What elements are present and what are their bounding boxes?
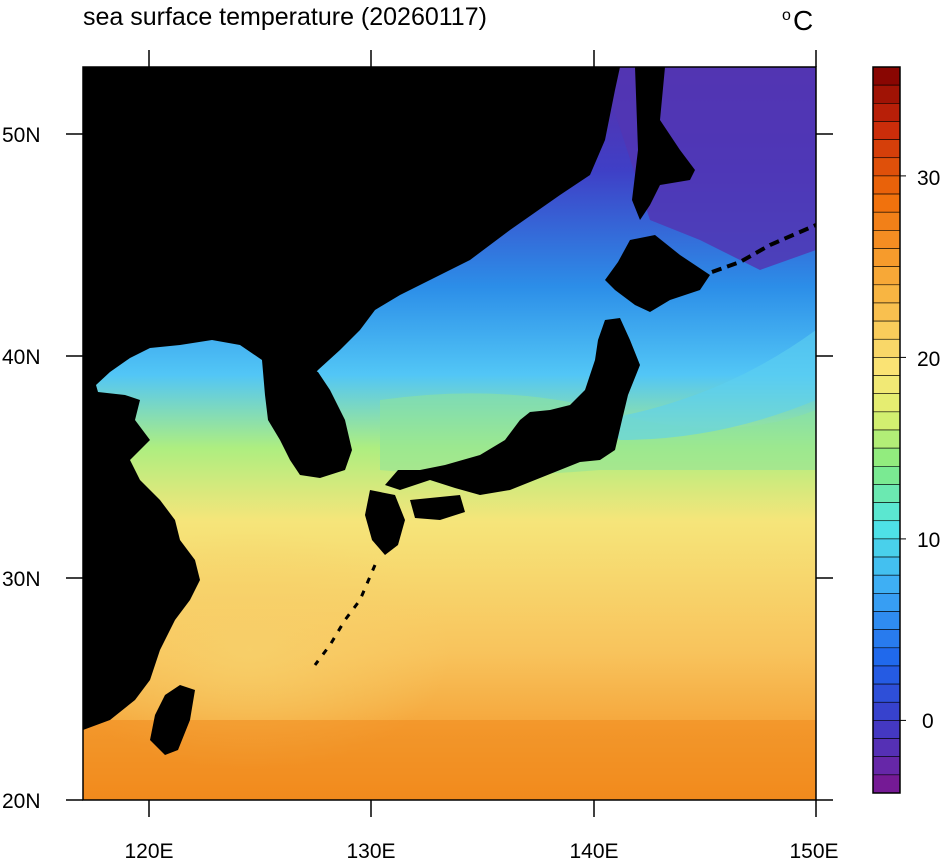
lon-tick-label: 140E bbox=[569, 840, 618, 858]
korean-peninsula bbox=[262, 360, 352, 478]
lat-tick-label: 40N bbox=[2, 346, 41, 369]
colorbar-level bbox=[872, 193, 901, 213]
colorbar-tick-label: 20 bbox=[917, 348, 940, 371]
ryukyu-islands bbox=[313, 564, 377, 666]
colorbar-level bbox=[872, 248, 901, 267]
colorbar-level bbox=[872, 393, 901, 413]
colorbar-level bbox=[872, 756, 901, 776]
colorbar-level bbox=[872, 774, 901, 794]
shikoku-island bbox=[410, 495, 465, 520]
colorbar-tick-label: 10 bbox=[917, 529, 940, 552]
lon-tick-label: 130E bbox=[346, 840, 395, 858]
colorbar-level bbox=[872, 66, 901, 86]
colorbar-level bbox=[872, 502, 901, 522]
colorbar-frame bbox=[872, 66, 901, 794]
lat-tick-label: 20N bbox=[2, 790, 41, 813]
colorbar-level bbox=[872, 357, 901, 376]
lon-tick-label: 120E bbox=[124, 840, 173, 858]
colorbar-level bbox=[872, 701, 901, 721]
lat-tick-label: 50N bbox=[2, 124, 41, 147]
lon-tick-label: 150E bbox=[789, 840, 838, 858]
colorbar-level bbox=[872, 284, 901, 304]
lat-tick-label: 30N bbox=[2, 568, 41, 591]
colorbar-level bbox=[872, 230, 901, 249]
colorbar-level bbox=[872, 266, 901, 286]
honshu-island bbox=[385, 318, 640, 495]
warm-south-band bbox=[83, 720, 816, 800]
colorbar-level bbox=[872, 665, 901, 685]
colorbar bbox=[872, 66, 906, 794]
unit-label: C bbox=[793, 5, 813, 36]
colorbar-level bbox=[872, 121, 901, 140]
colorbar-level bbox=[872, 103, 901, 122]
colorbar-level bbox=[872, 593, 901, 612]
colorbar-level bbox=[872, 683, 901, 703]
taiwan-island bbox=[150, 685, 195, 755]
colorbar-level bbox=[872, 302, 901, 322]
oyashio-transition bbox=[600, 330, 816, 440]
latitude-axis bbox=[66, 133, 833, 801]
colorbar-level bbox=[872, 447, 901, 467]
colorbar-level bbox=[872, 139, 901, 159]
sakhalin-island bbox=[632, 67, 695, 220]
colorbar-level bbox=[872, 411, 901, 431]
colorbar-tick-label: 30 bbox=[917, 167, 940, 190]
colorbar-level bbox=[872, 484, 901, 503]
colorbar-level bbox=[872, 157, 901, 177]
longitude-axis bbox=[148, 50, 817, 817]
colorbar-level bbox=[872, 738, 901, 757]
colorbar-level bbox=[872, 429, 901, 449]
colorbar-level bbox=[872, 175, 901, 195]
colorbar-level bbox=[872, 375, 901, 394]
colorbar-level bbox=[872, 647, 901, 667]
colorbar-level bbox=[872, 84, 901, 104]
asian-continent bbox=[83, 67, 620, 730]
map-frame bbox=[82, 66, 817, 801]
colorbar-level bbox=[872, 556, 901, 576]
map-title: sea surface temperature (20260117) bbox=[83, 3, 487, 31]
colorbar-level bbox=[872, 465, 901, 485]
colorbar-level bbox=[872, 611, 901, 630]
hokkaido-island bbox=[605, 235, 710, 312]
unit-degree-symbol: o bbox=[782, 7, 791, 24]
colorbar-level bbox=[872, 320, 901, 340]
colorbar-level bbox=[872, 338, 901, 358]
map-plot-area bbox=[83, 67, 816, 800]
colorbar-level bbox=[872, 629, 901, 649]
colorbar-tick-label: 0 bbox=[922, 710, 934, 733]
colorbar-level bbox=[872, 520, 901, 540]
colorbar-level bbox=[872, 574, 901, 594]
colorbar-level bbox=[872, 538, 901, 558]
kuril-islands bbox=[711, 223, 816, 274]
kyushu-island bbox=[365, 490, 405, 555]
colorbar-level bbox=[872, 720, 901, 739]
colorbar-level bbox=[872, 211, 901, 231]
